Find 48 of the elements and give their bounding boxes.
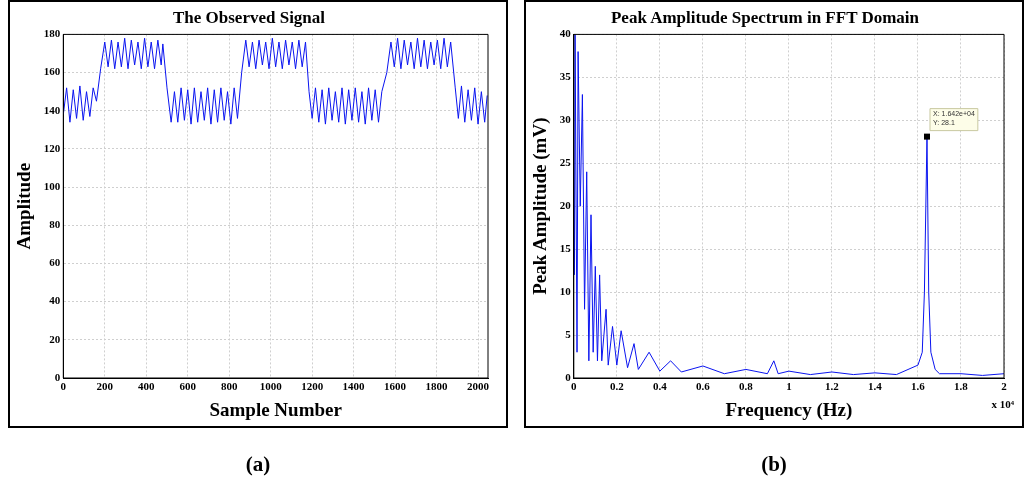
text: x 10⁴ — [991, 398, 1015, 411]
x-axis-title: Sample Number — [209, 398, 343, 420]
x-tick-label: 1.2 — [825, 380, 840, 393]
x-tick-label: 1000 — [259, 380, 283, 393]
x-tick-label: 1 — [786, 380, 792, 393]
x-axis-title: Frequency (Hz) — [725, 398, 853, 421]
x-tick-label: 2 — [1001, 380, 1008, 393]
y-tick-label: 80 — [49, 218, 61, 231]
x-tick-label: 600 — [179, 380, 197, 393]
y-tick-label: 160 — [43, 65, 61, 78]
y-tick-label: 20 — [49, 332, 61, 345]
x-tick-label: 0.8 — [739, 380, 754, 393]
chart-title: The Observed Signal — [172, 7, 326, 27]
y-tick-label: 20 — [559, 199, 572, 212]
x-tick-label: 800 — [220, 380, 238, 393]
x-tick-label: 0.2 — [609, 380, 625, 393]
x-tick-label: 2000 — [467, 380, 490, 393]
y-tick-label: 60 — [49, 256, 61, 269]
x-tick-label: 1400 — [342, 380, 366, 393]
x-tick-label: 1.4 — [868, 380, 883, 393]
text: (b) — [760, 452, 788, 477]
y-tick-label: 15 — [559, 241, 572, 254]
y-tick-label: 5 — [565, 327, 572, 340]
x-tick-label: 200 — [96, 380, 114, 393]
x-tick-label: 1200 — [301, 380, 324, 393]
y-tick-label: 40 — [49, 294, 61, 307]
y-tick-label: 35 — [559, 70, 572, 83]
chart-title: Peak Amplitude Spectrum in FFT Domain — [610, 7, 920, 27]
y-tick-label: 40 — [559, 27, 572, 40]
y-tick-label: 0 — [565, 370, 572, 383]
y-tick-label: 120 — [43, 141, 61, 154]
y-tick-label: 0 — [54, 370, 61, 383]
y-axis-title: Peak Amplitude (mV) — [529, 117, 552, 295]
text: (a) — [244, 452, 272, 477]
y-tick-label: 10 — [559, 284, 572, 297]
x-tick-label: 0.6 — [695, 380, 711, 393]
y-tick-label: 30 — [559, 113, 572, 126]
x-tick-label: 1800 — [425, 380, 449, 393]
x-tick-label: 400 — [138, 380, 155, 393]
x-tick-label: 0.4 — [652, 380, 668, 393]
x-tick-label: 1600 — [384, 380, 407, 393]
y-tick-label: 100 — [43, 179, 61, 192]
y-tick-label: 180 — [43, 27, 61, 40]
x-tick-label: 1.8 — [954, 380, 969, 393]
y-axis-title: Amplitude — [13, 162, 35, 250]
y-tick-label: 25 — [559, 156, 572, 169]
y-tick-label: 140 — [43, 103, 61, 116]
x-tick-label: 1.6 — [911, 380, 926, 393]
